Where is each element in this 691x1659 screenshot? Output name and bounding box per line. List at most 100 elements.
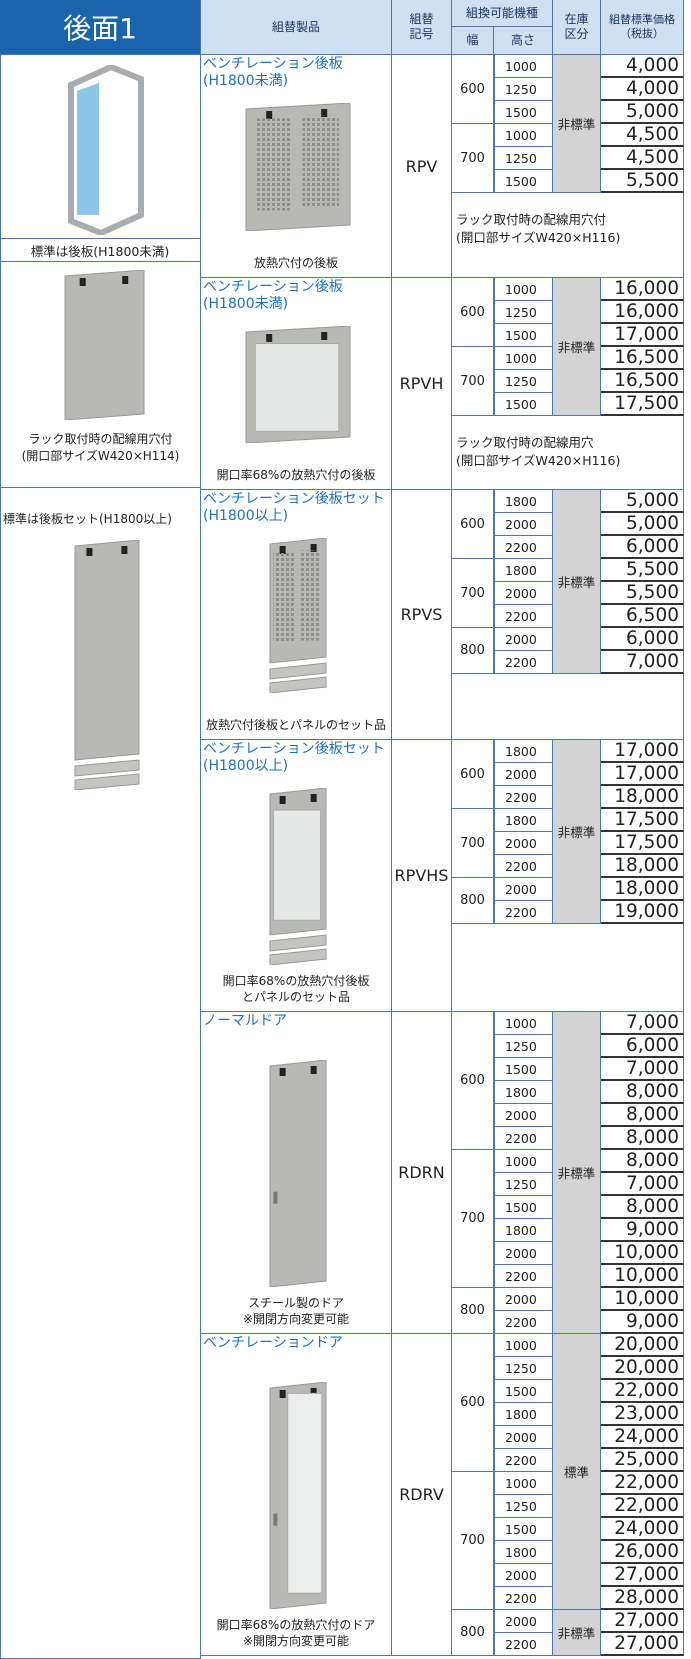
price-cell: 17,000 [601, 740, 684, 763]
product-cell: ベンチレーション後板(H1800未満) 放熱穴付の後板 [201, 55, 392, 278]
stock-class: 標準 [553, 1334, 601, 1610]
price-cell: 6,000 [601, 536, 684, 559]
height-cell: 2200 [494, 1587, 553, 1610]
stock-class: 非標準 [553, 490, 601, 674]
product-title: ノーマルドア [203, 1013, 287, 1029]
hole [279, 796, 286, 804]
illustration [266, 1381, 328, 1610]
width-cell: 600 [452, 490, 494, 559]
height-cell: 1500 [494, 1058, 553, 1081]
hole [279, 1390, 286, 1398]
height-cell: 1250 [494, 147, 553, 170]
product-code: RDRN [392, 1012, 452, 1334]
width-cell: 700 [452, 559, 494, 628]
note-cell: ラック取付時の配線用穴付 (開口部サイズW420×H116) [452, 193, 684, 278]
vent [272, 553, 294, 643]
price-cell: 7,000 [601, 1058, 684, 1081]
height-cell: 2200 [494, 536, 553, 559]
price-cell: 16,500 [601, 370, 684, 393]
base-panel [269, 676, 326, 694]
height-cell: 1000 [494, 1012, 553, 1035]
height-cell: 2200 [494, 1265, 553, 1288]
height-cell: 1800 [494, 1219, 553, 1242]
height-cell: 1000 [494, 1334, 553, 1357]
vent [254, 343, 339, 432]
note-cell [452, 924, 684, 1012]
price-cell: 18,000 [601, 855, 684, 878]
price-cell: 22,000 [601, 1472, 684, 1495]
header-code: 組替 記号 [392, 0, 452, 55]
height-cell: 2200 [494, 1311, 553, 1334]
product-title: ベンチレーション後板セット (H1800以上) [203, 741, 385, 774]
width-cell: 800 [452, 1610, 494, 1656]
price-cell: 20,000 [601, 1357, 684, 1380]
price-cell: 25,000 [601, 1449, 684, 1472]
divider [1, 487, 200, 488]
width-cell: 600 [452, 278, 494, 347]
height-cell: 1500 [494, 170, 553, 193]
price-cell: 9,000 [601, 1219, 684, 1242]
width-cell: 700 [452, 1150, 494, 1288]
header-stock: 在庫 区分 [553, 0, 601, 55]
panel-body [269, 1059, 326, 1288]
height-cell: 2000 [494, 1104, 553, 1127]
price-cell: 5,500 [601, 170, 684, 193]
illustration [266, 787, 328, 966]
vent [299, 550, 321, 641]
rack-frame [68, 63, 144, 237]
product-code: RPVHS [392, 740, 452, 1012]
price-cell: 7,000 [601, 1173, 684, 1196]
header-models: 組換可能機種 [452, 0, 553, 27]
panel-body [64, 269, 145, 421]
height-cell: 1250 [494, 1495, 553, 1518]
price-cell: 22,000 [601, 1380, 684, 1403]
header-product: 組替製品 [201, 0, 392, 55]
hole [310, 544, 317, 552]
stock-class: 非標準 [553, 1610, 601, 1656]
product-title: ベンチレーション後板(H1800未満) [203, 279, 343, 312]
hole [79, 278, 86, 286]
handle [272, 1191, 277, 1204]
width-cell: 600 [452, 1012, 494, 1150]
price-cell: 4,500 [601, 124, 684, 147]
hole [310, 1388, 317, 1396]
illustration [242, 325, 352, 444]
product-cell: ベンチレーション後板(H1800未満) 開口率68%の放熱穴付の後板 [201, 278, 392, 490]
width-cell: 600 [452, 55, 494, 124]
product-description: スチール製のドア ※開閉方向変更可能 [242, 1295, 350, 1326]
product-description: 開口率68%の放熱穴付のドア ※開閉方向変更可能 [216, 1617, 376, 1648]
price-cell: 4,000 [601, 55, 684, 78]
price-cell: 19,000 [601, 901, 684, 924]
hole [86, 548, 93, 556]
hole [279, 1068, 286, 1076]
hole [121, 546, 128, 554]
price-cell: 5,000 [601, 101, 684, 124]
illustration-svg [245, 102, 350, 232]
width-cell: 700 [452, 809, 494, 878]
product-cell: ノーマルドアスチール製のドア ※開閉方向変更可能 [201, 1012, 392, 1334]
height-cell: 2000 [494, 1564, 553, 1587]
illustration-svg [269, 537, 326, 694]
price-cell: 17,500 [601, 809, 684, 832]
height-cell: 2000 [494, 763, 553, 786]
height-cell: 2000 [494, 628, 553, 651]
hole [320, 109, 327, 117]
height-cell: 2000 [494, 1610, 553, 1633]
height-cell: 1500 [494, 1196, 553, 1219]
illustration [266, 1059, 328, 1288]
illustration-svg [269, 1059, 326, 1288]
price-cell: 16,000 [601, 278, 684, 301]
height-cell: 1800 [494, 559, 553, 582]
width-cell: 800 [452, 628, 494, 674]
height-cell: 2000 [494, 1242, 553, 1265]
height-cell: 2000 [494, 513, 553, 536]
price-cell: 17,500 [601, 393, 684, 416]
width-cell: 700 [452, 347, 494, 416]
height-cell: 2200 [494, 1127, 553, 1150]
price-cell: 5,000 [601, 490, 684, 513]
height-cell: 2200 [494, 855, 553, 878]
price-cell: 5,000 [601, 513, 684, 536]
height-cell: 1800 [494, 809, 553, 832]
height-cell: 1800 [494, 1541, 553, 1564]
height-cell: 1250 [494, 301, 553, 324]
